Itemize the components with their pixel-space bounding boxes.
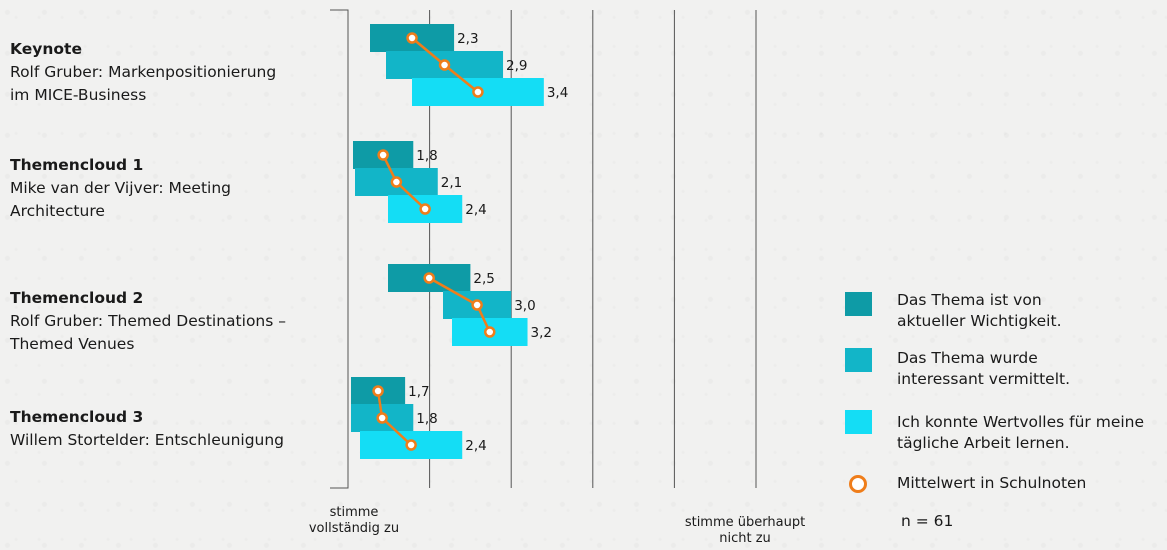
- mean-point: [390, 176, 403, 188]
- mean-point: [405, 439, 417, 451]
- mean-point: [372, 385, 384, 397]
- group-subtitle-line: Willem Stortelder: Entschleunigung: [10, 431, 285, 449]
- axis-bracket: [330, 9, 349, 489]
- bar-value-label: 2,4: [465, 438, 486, 454]
- group-subtitle-line: Rolf Gruber: Themed Destinations –: [10, 312, 287, 330]
- mean-point: [471, 299, 483, 311]
- mean-point: [438, 59, 451, 71]
- mean-point: [376, 412, 388, 424]
- legend-label: Das Thema ist von aktueller Wichtigkeit.: [897, 291, 1062, 330]
- mean-point: [472, 86, 484, 98]
- group-title: Keynote: [10, 40, 82, 58]
- sample-size: n = 61: [901, 512, 954, 530]
- legend-label: Das Thema wurde interessant vermittelt.: [897, 349, 1071, 388]
- bar-value-label: 2,1: [441, 175, 462, 191]
- bar-value-label: 1,8: [416, 148, 437, 164]
- bar-value-label: 2,9: [506, 58, 527, 74]
- legend-label: Ich konnte Wertvolles für meine tägliche…: [897, 413, 1145, 452]
- group-label-themencloud-2: Themencloud 2 Rolf Gruber: Themed Destin…: [10, 287, 340, 356]
- group-title: Themencloud 2: [10, 289, 144, 307]
- legend-label: Mittelwert in Schulnoten: [897, 474, 1087, 492]
- bar-value-label: 2,3: [457, 31, 478, 47]
- mean-point: [406, 32, 418, 44]
- bar-value-label: 1,8: [416, 411, 437, 427]
- mean-point: [484, 326, 496, 338]
- bar-value-label: 3,0: [514, 298, 535, 314]
- group-title: Themencloud 3: [10, 408, 144, 426]
- group-subtitle-line: Rolf Gruber: Markenpositionierung: [10, 63, 277, 81]
- group-subtitle-line: Architecture: [10, 202, 105, 220]
- legend-swatch: [845, 292, 872, 316]
- mean-point: [377, 149, 389, 161]
- group-subtitle-line: Themed Venues: [10, 335, 135, 353]
- group-subtitle-line: im MICE-Business: [10, 86, 147, 104]
- bar-value-label: 3,4: [547, 85, 568, 101]
- bar-value-label: 2,5: [473, 271, 494, 287]
- group-label-themencloud-1: Themencloud 1 Mike van der Vijver: Meeti…: [10, 154, 340, 223]
- bar-value-label: 3,2: [531, 325, 552, 341]
- axis-label-left: stimme vollständig zu: [308, 505, 400, 536]
- mean-point: [423, 272, 435, 284]
- group-label-keynote: Keynote Rolf Gruber: Markenpositionierun…: [10, 38, 340, 107]
- bar-value-label: 1,7: [408, 384, 429, 400]
- group-label-themencloud-3: Themencloud 3 Willem Stortelder: Entschl…: [10, 406, 340, 452]
- group-subtitle-line: Mike van der Vijver: Meeting: [10, 179, 231, 197]
- axis-label-right: stimme überhaupt nicht zu: [684, 515, 806, 546]
- legend-swatch: [845, 348, 872, 372]
- bar-value-label: 2,4: [465, 202, 486, 218]
- group-title: Themencloud 1: [10, 156, 144, 174]
- mean-point: [419, 203, 431, 215]
- legend-swatch: [845, 410, 872, 434]
- mean-marker-icon: [849, 475, 867, 493]
